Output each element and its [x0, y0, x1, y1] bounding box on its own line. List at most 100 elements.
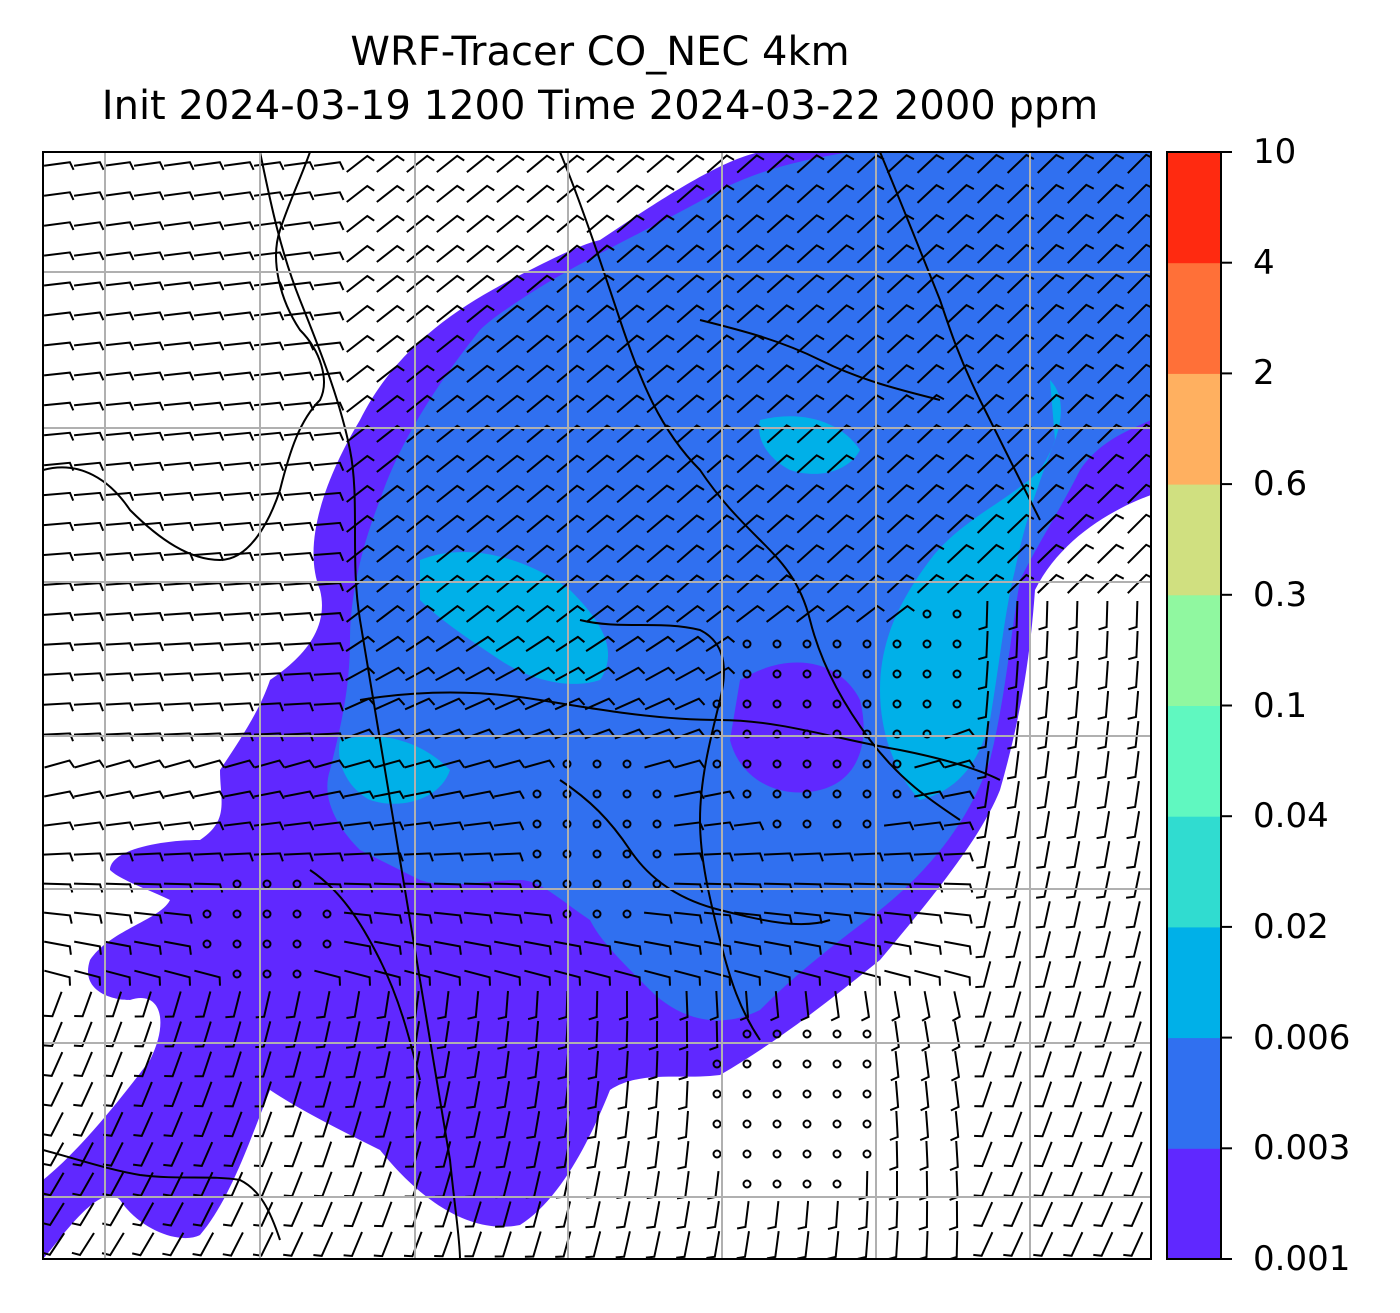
colorbar-tick-label: 0.04 [1253, 796, 1329, 837]
wind-barb [706, 274, 735, 294]
wind-barb [1094, 1021, 1112, 1048]
wind-barb [616, 154, 645, 174]
wind-barb [1007, 660, 1019, 690]
wind-barb [1038, 600, 1049, 631]
wind-barb [1127, 660, 1139, 690]
wind-barb [616, 184, 645, 204]
wind-barb [103, 852, 134, 862]
wind-barb [346, 274, 375, 293]
wind-barb [436, 514, 465, 533]
wind-barb [253, 551, 285, 562]
wind-barb [283, 341, 315, 351]
wind-barb [133, 251, 165, 261]
wind-barb [916, 153, 945, 174]
tracer-plume-purple-inner [730, 662, 864, 793]
wind-barb [736, 184, 765, 204]
wind-barb [1035, 961, 1052, 989]
wind-barb [314, 790, 345, 800]
wind-barb [676, 484, 705, 504]
colorbar-frame [1166, 151, 1222, 1260]
wind-barb [376, 154, 405, 173]
wind-barb [435, 666, 466, 682]
wind-barb [586, 364, 615, 384]
wind-barb [435, 604, 465, 623]
wind-barb [1126, 841, 1141, 869]
wind-barb [103, 371, 135, 381]
wind-barb [436, 334, 465, 353]
wind-barb [436, 154, 465, 173]
wind-barb [313, 1201, 333, 1228]
wind-barb [826, 484, 855, 504]
wind-barb [43, 341, 75, 351]
wind-barb [1127, 453, 1151, 474]
wind-barb [1036, 811, 1051, 840]
wind-barb [163, 281, 195, 291]
wind-barb [1006, 841, 1021, 869]
wind-barb [223, 1171, 244, 1197]
wind-barb [796, 514, 825, 534]
wind-barb [1128, 600, 1139, 631]
wind-barb [134, 991, 152, 1018]
wind-barb [889, 1140, 899, 1171]
wind-barb [913, 852, 944, 862]
wind-barb [886, 273, 915, 294]
wind-barb [223, 1141, 243, 1168]
wind-barb [951, 1021, 961, 1052]
wind-barb [586, 574, 615, 594]
wind-barb [1036, 750, 1050, 780]
calm-wind-circle [802, 1179, 812, 1189]
wind-barb [43, 1081, 64, 1107]
wind-barb [497, 1020, 510, 1050]
wind-barb [886, 243, 915, 264]
wind-barb [704, 790, 735, 800]
wind-barb [1127, 153, 1151, 174]
wind-barb [916, 243, 945, 264]
wind-barb [344, 969, 371, 986]
wind-barb [1094, 1081, 1113, 1108]
wind-barb [313, 852, 344, 862]
wind-barb [134, 461, 165, 471]
wind-barb [283, 582, 315, 592]
wind-barb [494, 940, 522, 955]
wind-barb [43, 852, 74, 862]
wind-barb [1006, 573, 1035, 594]
wind-barb [313, 551, 345, 562]
wind-barb [525, 1141, 541, 1169]
wind-barb [1095, 991, 1112, 1018]
wind-barb [284, 461, 315, 471]
wind-barb [616, 574, 645, 594]
wind-barb [978, 600, 989, 631]
wind-barb [345, 666, 376, 682]
wind-barb [556, 544, 585, 564]
wind-barb [826, 244, 855, 264]
wind-barb [885, 604, 915, 623]
calm-wind-circle [922, 609, 932, 619]
wind-barb [586, 1110, 600, 1140]
wind-barb [314, 969, 341, 986]
wind-barb [376, 334, 405, 353]
wind-barb [614, 697, 646, 711]
wind-barb [703, 852, 734, 862]
wind-barb [406, 574, 435, 593]
calm-wind-circle [892, 669, 902, 679]
wind-barb [436, 544, 465, 563]
wind-barb [976, 780, 990, 810]
wind-barb [1093, 1201, 1114, 1227]
wind-barb [223, 161, 255, 171]
wind-barb [434, 1201, 452, 1228]
wind-barb [223, 491, 255, 501]
wind-barb [284, 790, 315, 800]
wind-barb [464, 759, 496, 769]
wind-barb [374, 759, 406, 769]
wind-barb [103, 281, 135, 291]
wind-barb [496, 274, 525, 293]
wind-barb [345, 1021, 361, 1049]
wind-barb [556, 244, 585, 264]
wind-barb [674, 940, 702, 955]
wind-barb [796, 274, 825, 294]
calm-wind-circle [952, 669, 962, 679]
wind-barb [463, 911, 493, 924]
wind-barb [946, 303, 975, 324]
wind-barb [163, 521, 195, 532]
wind-barb [524, 940, 552, 955]
